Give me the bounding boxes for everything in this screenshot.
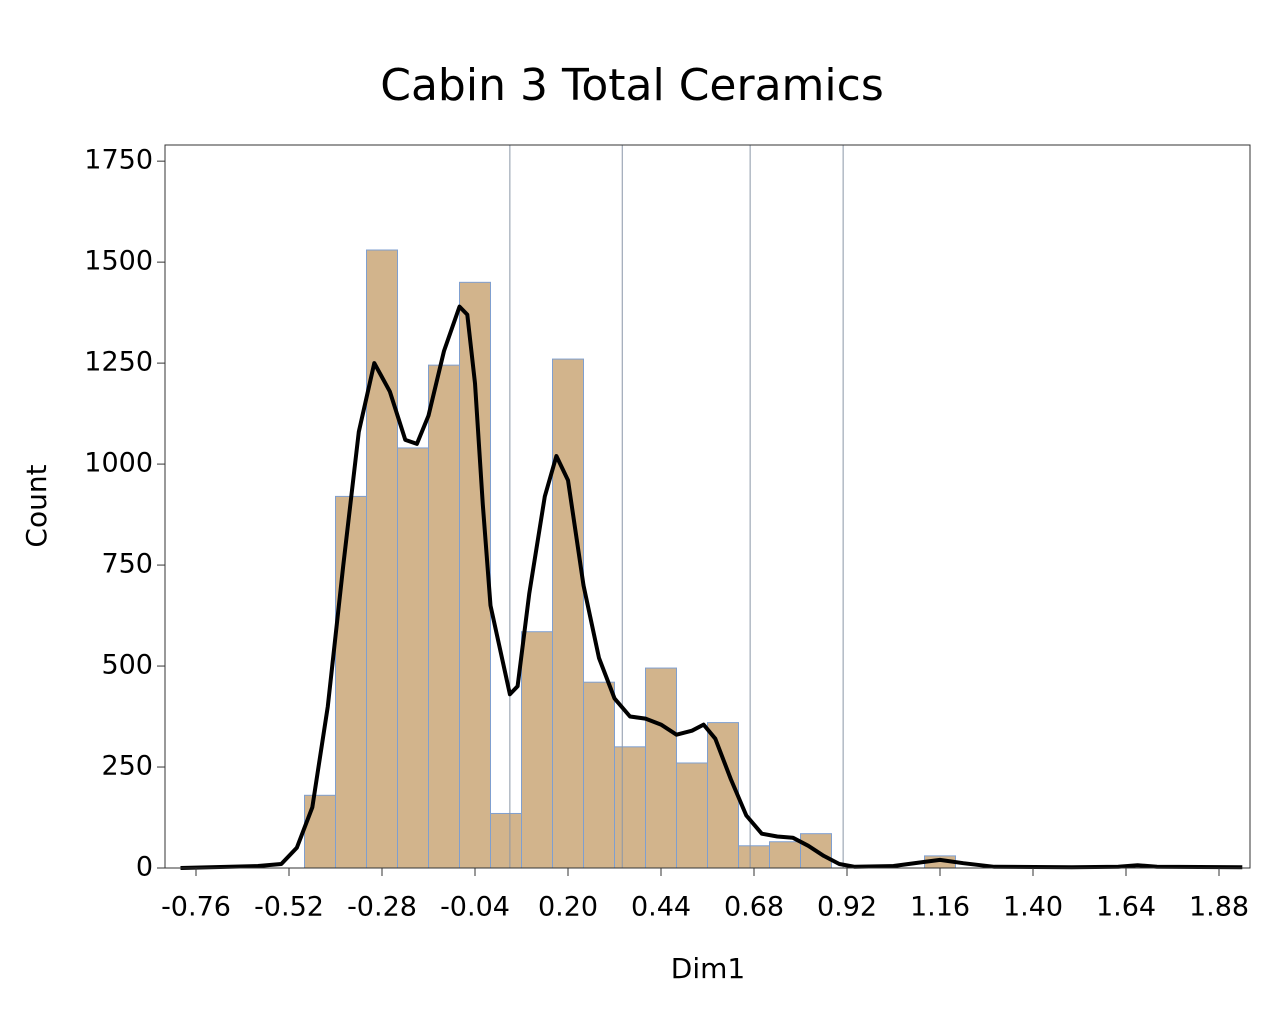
bar bbox=[490, 812, 522, 869]
x-tick-label: -0.52 bbox=[254, 892, 324, 923]
y-tick-label: 1500 bbox=[84, 246, 153, 277]
x-tick-label: 1.16 bbox=[910, 892, 970, 923]
x-tick-label: 0.68 bbox=[724, 892, 784, 923]
bar bbox=[304, 794, 336, 869]
density-curve bbox=[180, 304, 1243, 870]
x-tick-label: -0.28 bbox=[347, 892, 417, 923]
x-tick-label: 0.20 bbox=[538, 892, 598, 923]
y-tick-label: 1250 bbox=[84, 347, 153, 378]
y-tick-label: 750 bbox=[101, 549, 153, 580]
y-tick-label: 1750 bbox=[84, 145, 153, 176]
x-tick-label: 1.64 bbox=[1096, 892, 1156, 923]
y-tick-label: 250 bbox=[101, 751, 153, 782]
bar bbox=[614, 746, 646, 869]
y-tick-label: 500 bbox=[101, 650, 153, 681]
x-tick-label: -0.76 bbox=[161, 892, 231, 923]
bar bbox=[676, 762, 708, 869]
x-tick-label: 1.88 bbox=[1189, 892, 1249, 923]
plot-frame bbox=[164, 144, 1251, 869]
x-axis-label: Dim1 bbox=[671, 952, 745, 985]
y-tick-label: 1000 bbox=[84, 448, 153, 479]
x-tick-label: -0.04 bbox=[440, 892, 510, 923]
bar bbox=[583, 681, 615, 869]
y-axis-label: Count bbox=[20, 464, 53, 547]
y-tick-label: 0 bbox=[136, 852, 153, 883]
bar bbox=[707, 722, 739, 869]
bar bbox=[335, 495, 367, 869]
x-tick-label: 1.40 bbox=[1003, 892, 1063, 923]
bar bbox=[645, 667, 677, 869]
x-tick-label: 0.44 bbox=[631, 892, 691, 923]
bar bbox=[366, 249, 398, 869]
bar bbox=[738, 845, 770, 869]
bar bbox=[397, 447, 429, 869]
bar bbox=[552, 358, 584, 869]
bar bbox=[521, 631, 553, 869]
x-tick-label: 0.92 bbox=[817, 892, 877, 923]
bar bbox=[769, 841, 801, 869]
bar bbox=[428, 364, 460, 869]
chart-title: Cabin 3 Total Ceramics bbox=[380, 60, 884, 111]
